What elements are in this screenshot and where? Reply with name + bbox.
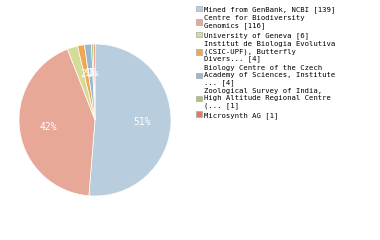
Wedge shape xyxy=(92,44,95,120)
Wedge shape xyxy=(89,44,171,196)
Text: 51%: 51% xyxy=(133,117,151,127)
Text: 2%: 2% xyxy=(81,69,92,79)
Text: 1%: 1% xyxy=(85,68,97,78)
Wedge shape xyxy=(93,44,95,120)
Wedge shape xyxy=(78,45,95,120)
Text: 42%: 42% xyxy=(40,122,57,132)
Legend: Mined from GenBank, NCBI [139], Centre for Biodiversity
Genomics [116], Universi: Mined from GenBank, NCBI [139], Centre f… xyxy=(194,4,338,121)
Wedge shape xyxy=(84,44,95,120)
Wedge shape xyxy=(67,46,95,120)
Text: 1%: 1% xyxy=(87,68,99,78)
Wedge shape xyxy=(19,49,95,196)
